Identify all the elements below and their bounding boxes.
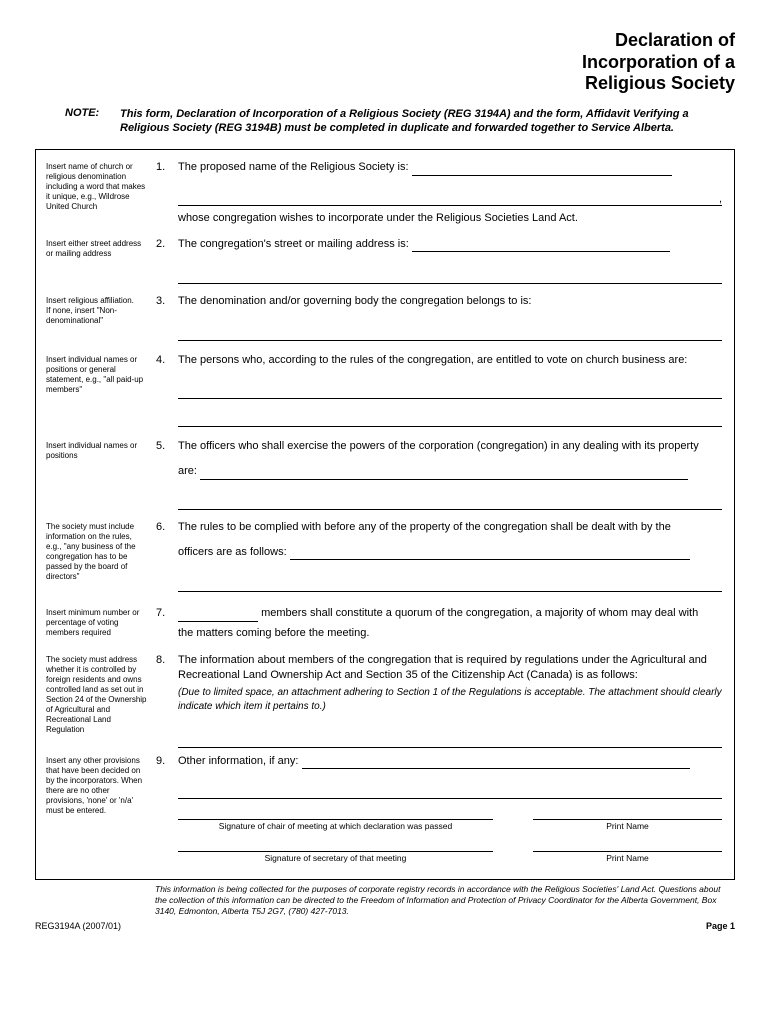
- item-number: 9.: [156, 754, 178, 865]
- sidebar-note-8: The society must address whether it is c…: [46, 653, 156, 748]
- page-number: Page 1: [706, 921, 735, 931]
- item6-text1: The rules to be complied with before any…: [178, 521, 671, 533]
- sig-label: Print Name: [606, 853, 649, 863]
- item1-text: The proposed name of the Religious Socie…: [178, 161, 409, 173]
- form-item-1: Insert name of church or religious denom…: [46, 160, 722, 228]
- item2-text: The congregation's street or mailing add…: [178, 238, 409, 250]
- sidebar-note-6: The society must include information on …: [46, 520, 156, 593]
- title-line3: Religious Society: [35, 73, 735, 95]
- item4-text: The persons who, according to the rules …: [178, 354, 687, 366]
- input-line[interactable]: [178, 492, 722, 510]
- form-item-8: The society must address whether it is c…: [46, 653, 722, 748]
- form-item-5: Insert individual names or positions 5. …: [46, 439, 722, 510]
- collection-notice: This information is being collected for …: [155, 884, 735, 917]
- item3-text: The denomination and/or governing body t…: [178, 295, 531, 307]
- sidebar-note-9: Insert any other provisions that have be…: [46, 754, 156, 865]
- item-number: 2.: [156, 237, 178, 284]
- item1-text2: whose congregation wishes to incorporate…: [178, 212, 578, 224]
- title-line1: Declaration of: [35, 30, 735, 52]
- title-line2: Incorporation of a: [35, 52, 735, 74]
- form-code: REG3194A (2007/01): [35, 921, 121, 931]
- form-container: Insert name of church or religious denom…: [35, 149, 735, 880]
- note-section: NOTE: This form, Declaration of Incorpor…: [35, 107, 735, 136]
- item-number: 6.: [156, 520, 178, 593]
- form-item-2: Insert either street address or mailing …: [46, 237, 722, 284]
- item-number: 5.: [156, 439, 178, 510]
- signature-row-1: Signature of chair of meeting at which d…: [178, 819, 722, 833]
- item-number: 1.: [156, 160, 178, 228]
- input-line[interactable]: [200, 467, 688, 480]
- item-number: 3.: [156, 294, 178, 341]
- input-line[interactable]: [178, 574, 722, 592]
- sidebar-note-5: Insert individual names or positions: [46, 439, 156, 510]
- page-title: Declaration of Incorporation of a Religi…: [35, 30, 735, 95]
- input-line[interactable]: [412, 239, 670, 252]
- input-line[interactable]: [178, 409, 722, 427]
- input-line[interactable]: [302, 756, 690, 769]
- item-number: 8.: [156, 653, 178, 748]
- input-line[interactable]: [178, 609, 258, 622]
- sig-label: Print Name: [606, 821, 649, 831]
- form-item-7: Insert minimum number or percentage of v…: [46, 606, 722, 643]
- item8-text1: The information about members of the con…: [178, 654, 707, 681]
- print-name-secretary[interactable]: Print Name: [533, 851, 722, 865]
- sig-label: Signature of chair of meeting at which d…: [219, 821, 452, 831]
- form-item-4: Insert individual names or positions or …: [46, 353, 722, 426]
- form-item-3: Insert religious affiliation. If none, i…: [46, 294, 722, 341]
- sidebar-note-2: Insert either street address or mailing …: [46, 237, 156, 284]
- item8-italic: (Due to limited space, an attachment adh…: [178, 687, 722, 712]
- sig-label: Signature of secretary of that meeting: [265, 853, 407, 863]
- item7-text2: the matters coming before the meeting.: [178, 627, 369, 639]
- item7-text1: members shall constitute a quorum of the…: [261, 607, 698, 619]
- sidebar-note-7: Insert minimum number or percentage of v…: [46, 606, 156, 643]
- input-line[interactable]: [178, 323, 722, 341]
- item9-text: Other information, if any:: [178, 755, 298, 767]
- input-line[interactable]: [178, 381, 722, 399]
- item5-text1: The officers who shall exercise the powe…: [178, 440, 699, 452]
- input-line[interactable]: [178, 730, 722, 748]
- input-line[interactable]: [290, 547, 690, 560]
- signature-secretary[interactable]: Signature of secretary of that meeting: [178, 851, 493, 865]
- signature-chair[interactable]: Signature of chair of meeting at which d…: [178, 819, 493, 833]
- input-line[interactable]: [412, 163, 672, 176]
- input-line[interactable]: [178, 781, 722, 799]
- form-item-6: The society must include information on …: [46, 520, 722, 593]
- note-label: NOTE:: [65, 107, 120, 136]
- item5-text2: are:: [178, 465, 197, 477]
- sidebar-note-1: Insert name of church or religious denom…: [46, 160, 156, 228]
- trailing-comma: ,: [719, 193, 722, 205]
- item-number: 7.: [156, 606, 178, 643]
- sidebar-note-4: Insert individual names or positions or …: [46, 353, 156, 426]
- form-item-9: Insert any other provisions that have be…: [46, 754, 722, 865]
- signature-row-2: Signature of secretary of that meeting P…: [178, 851, 722, 865]
- page-footer: REG3194A (2007/01) Page 1: [35, 921, 735, 931]
- sidebar-note-3: Insert religious affiliation. If none, i…: [46, 294, 156, 341]
- note-text: This form, Declaration of Incorporation …: [120, 107, 735, 136]
- item-number: 4.: [156, 353, 178, 426]
- input-line[interactable]: [178, 266, 722, 284]
- print-name-chair[interactable]: Print Name: [533, 819, 722, 833]
- item6-text2: officers are as follows:: [178, 546, 287, 558]
